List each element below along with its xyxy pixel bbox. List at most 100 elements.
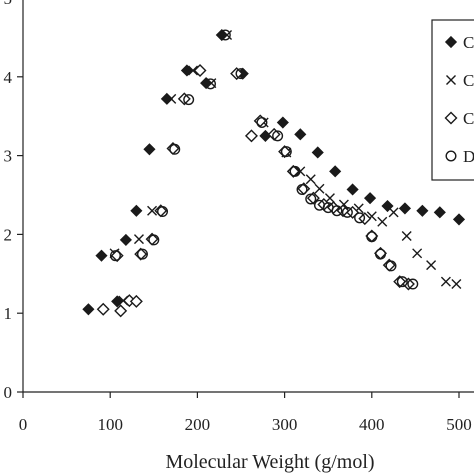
data-point (136, 248, 148, 260)
x-stroke (412, 248, 423, 259)
data-point (354, 212, 366, 224)
data-point (412, 248, 423, 259)
data-point (452, 213, 466, 226)
x-stroke (426, 260, 437, 271)
data-point (363, 192, 377, 205)
data-point (440, 276, 451, 287)
x-tick-label: 500 (446, 415, 472, 434)
data-point (147, 205, 158, 216)
data-point (305, 193, 317, 205)
data-point (294, 128, 307, 141)
data-point (114, 304, 128, 318)
x-stroke (401, 230, 412, 241)
series-1 (82, 28, 466, 316)
data-point (129, 294, 143, 308)
data-point (235, 68, 247, 80)
data-point (311, 146, 324, 159)
data-point (148, 234, 160, 246)
y-tick-label: 3 (4, 147, 13, 166)
data-point (401, 230, 412, 241)
x-stroke (451, 279, 462, 290)
data-point (451, 279, 462, 290)
data-point (366, 231, 378, 243)
x-stroke (388, 207, 399, 218)
data-point (341, 206, 353, 218)
data-point (280, 146, 292, 158)
legend-marker (445, 150, 457, 162)
data-point (346, 183, 359, 196)
data-point (166, 93, 177, 104)
data-point (193, 64, 207, 77)
data-point (133, 234, 144, 245)
data-point (433, 206, 446, 219)
data-point (305, 174, 316, 185)
data-point (377, 216, 388, 227)
data-point (180, 64, 194, 77)
x-tick-label: 200 (185, 415, 211, 434)
data-point (296, 183, 308, 195)
legend-label: C (463, 71, 474, 90)
x-tick-label: 0 (19, 415, 28, 434)
legend-marker (444, 111, 458, 125)
x-tick-label: 400 (359, 415, 385, 434)
data-point (314, 183, 325, 194)
data-point (169, 143, 181, 155)
legend-label: D (463, 147, 474, 166)
data-point (160, 92, 173, 105)
data-point (416, 204, 429, 217)
series-4 (109, 29, 419, 290)
data-point (276, 116, 289, 129)
x-tick-label: 100 (97, 415, 123, 434)
x-axis-label: Molecular Weight (g/mol) (165, 451, 374, 473)
data-point (204, 78, 216, 90)
data-point (143, 143, 156, 156)
data-point (256, 117, 268, 129)
y-tick-label: 5 (4, 0, 13, 8)
data-point (95, 249, 108, 262)
data-point (253, 114, 267, 128)
data-point (130, 204, 143, 217)
x-stroke (314, 183, 325, 194)
data-point (407, 278, 419, 290)
data-point (157, 206, 169, 218)
tick-labels: 0 100 200 300 400 500 0 1 2 3 4 5 (4, 0, 472, 434)
legend-label: C (463, 109, 474, 128)
data-point (396, 276, 408, 288)
data-point (96, 302, 110, 316)
x-stroke (166, 93, 177, 104)
x-stroke (188, 65, 199, 76)
data-point (289, 165, 301, 177)
data-point (222, 30, 233, 41)
y-tick-label: 2 (4, 225, 13, 244)
x-stroke (440, 276, 451, 287)
series-3 (96, 64, 415, 318)
data-point (82, 303, 95, 316)
legend-marker (444, 35, 458, 49)
data-point (398, 202, 412, 215)
data-point (329, 165, 342, 178)
data-point (119, 233, 132, 246)
x-tick-label: 300 (272, 415, 298, 434)
y-tick-label: 1 (4, 304, 13, 323)
x-stroke (133, 234, 144, 245)
data-point (244, 129, 258, 143)
data-point (426, 260, 437, 271)
data-points (82, 28, 466, 318)
x-stroke (147, 205, 158, 216)
data-point (331, 205, 343, 217)
data-point (375, 248, 387, 260)
x-stroke (305, 174, 316, 185)
x-stroke (222, 30, 233, 41)
y-tick-label: 4 (4, 68, 13, 87)
legend-marker (446, 75, 456, 85)
legend-label: C (463, 33, 474, 52)
x-stroke (446, 75, 456, 85)
legend-box (431, 19, 474, 181)
axes (17, 0, 474, 398)
data-point (219, 29, 231, 41)
data-point (188, 65, 199, 76)
series-2 (109, 30, 462, 306)
data-point (388, 207, 399, 218)
